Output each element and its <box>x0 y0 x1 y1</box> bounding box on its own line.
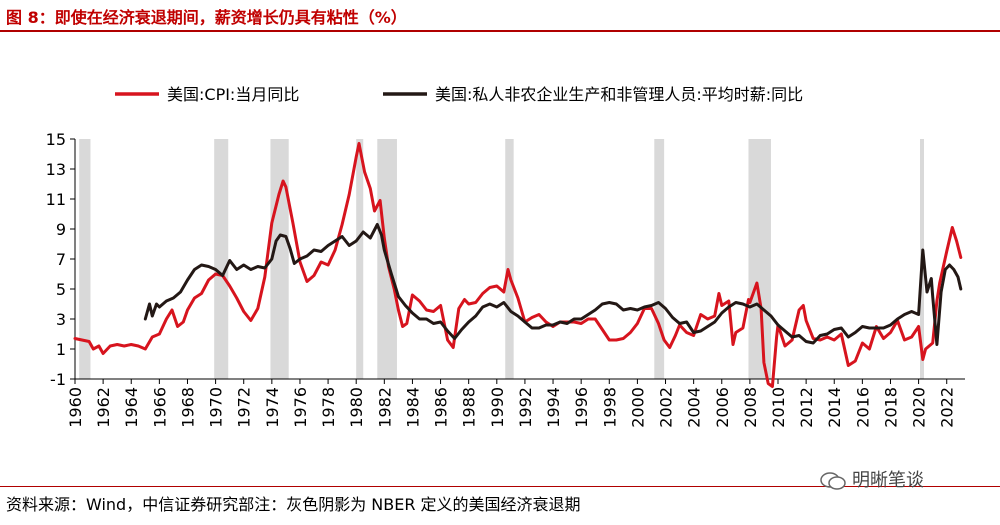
x-tick-label: 1968 <box>178 387 197 428</box>
recession-band <box>79 139 91 379</box>
watermark: 明晰笔谈 <box>820 466 924 492</box>
x-tick-label: 1986 <box>432 387 451 428</box>
y-tick-label: 7 <box>56 250 66 269</box>
bottom-divider <box>0 486 1000 487</box>
x-tick-label: 1994 <box>544 387 563 428</box>
chat-bubble-icon <box>820 472 846 490</box>
x-tick-label: 2004 <box>685 387 704 428</box>
legend: 美国:CPI:当月同比 美国:私人非农企业生产和非管理人员:平均时薪:同比 <box>115 85 803 104</box>
source-note: 资料来源：Wind，中信证券研究部注：灰色阴影为 NBER 定义的美国经济衰退期 <box>6 495 581 514</box>
y-tick-label: 3 <box>56 310 66 329</box>
x-tick-label: 1990 <box>488 387 507 428</box>
x-tick-label: 1976 <box>291 387 310 428</box>
x-tick-label: 1978 <box>319 387 338 428</box>
x-tick-label: 2008 <box>741 387 760 428</box>
x-tick-label: 1996 <box>572 387 591 428</box>
x-tick-label: 2016 <box>853 387 872 428</box>
y-tick-label: 1 <box>56 340 66 359</box>
x-tick-label: 2010 <box>769 387 788 428</box>
y-tick-label: 15 <box>46 130 66 149</box>
y-tick-label: 13 <box>46 160 66 179</box>
x-tick-label: 2018 <box>881 387 900 428</box>
y-tick-label: 11 <box>46 190 66 209</box>
recession-band <box>356 139 364 379</box>
legend-label-2: 美国:私人非农企业生产和非管理人员:平均时薪:同比 <box>435 85 803 104</box>
figure-title: 图 8：即使在经济衰退期间，薪资增长仍具有粘性（%） <box>6 8 407 27</box>
x-tick-label: 2020 <box>910 387 929 428</box>
y-tick-label: -1 <box>50 370 66 389</box>
x-tick-label: 1972 <box>235 387 254 428</box>
top-divider <box>0 30 1000 32</box>
recession-band <box>654 139 665 379</box>
watermark-text: 明晰笔谈 <box>852 470 924 491</box>
series-line-2 <box>143 223 963 346</box>
recession-shading <box>79 139 925 379</box>
recession-band <box>214 139 229 379</box>
recession-band <box>270 139 289 379</box>
x-tick-label: 2006 <box>713 387 732 428</box>
x-tick-label: 1970 <box>207 387 226 428</box>
x-tick-label: 1964 <box>122 387 141 428</box>
x-tick-label: 2002 <box>657 387 676 428</box>
x-tick-label: 1984 <box>403 387 422 428</box>
x-tick-label: 2012 <box>797 387 816 428</box>
x-tick-label: 1982 <box>375 387 394 428</box>
x-tick-label: 2000 <box>628 387 647 428</box>
x-tick-label: 2022 <box>938 387 957 428</box>
y-tick-label: 5 <box>56 280 66 299</box>
legend-label-1: 美国:CPI:当月同比 <box>167 85 299 104</box>
recession-band <box>748 139 771 379</box>
x-tick-label: 1980 <box>347 387 366 428</box>
x-tick-label: 1960 <box>66 387 85 428</box>
x-tick-label: 2014 <box>825 387 844 428</box>
x-tick-label: 1974 <box>263 387 282 428</box>
x-tick-label: 1998 <box>600 387 619 428</box>
x-tick-label: 1966 <box>150 387 169 428</box>
series-lines <box>73 142 963 388</box>
x-tick-label: 1962 <box>94 387 113 428</box>
x-tick-label: 1992 <box>516 387 535 428</box>
x-tick-label: 1988 <box>460 387 479 428</box>
y-tick-label: 9 <box>56 220 66 239</box>
recession-band <box>505 139 514 379</box>
